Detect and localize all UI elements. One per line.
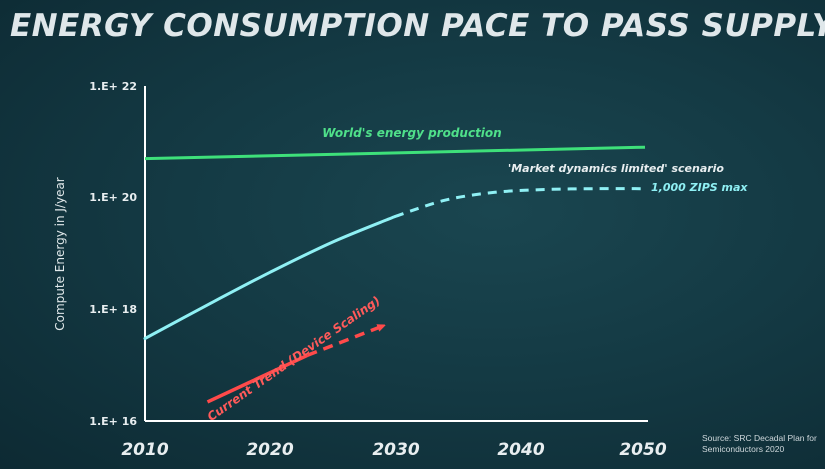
scenario-label: 'Market dynamics limited' scenario: [508, 162, 725, 175]
scenario-series-line: [143, 215, 397, 340]
source-line: Semiconductors 2020: [702, 444, 785, 454]
source-line: Source: SRC Decadal Plan for: [702, 433, 817, 443]
trend-series-dashed-line: [306, 326, 383, 357]
y-tick-label: 1.E+ 22: [89, 80, 137, 93]
production-series-line: [144, 145, 646, 161]
x-tick-label: 2050: [619, 440, 666, 460]
trend-label: Current Trend (Device Scaling): [205, 293, 383, 424]
source-note: Source: SRC Decadal Plan for Semiconduct…: [702, 433, 820, 455]
chart-title: ENERGY CONSUMPTION PACE TO PASS SUPPLY: [10, 8, 825, 44]
y-tick-label: 1.E+ 16: [89, 415, 137, 428]
scenario-series-dashed-line: [394, 187, 646, 218]
scenario-end-label: 1,000 ZIPS max: [651, 181, 748, 194]
x-tick-label: 2030: [372, 440, 419, 460]
production-label: World's energy production: [322, 126, 501, 140]
y-tick-label: 1.E+ 18: [89, 303, 137, 316]
x-tick-label: 2020: [246, 440, 293, 460]
y-axis-label: Compute Energy in J/year: [53, 177, 67, 331]
trend-series-line: [206, 353, 309, 404]
y-tick-label: 1.E+ 20: [89, 191, 137, 204]
x-tick-label: 2010: [121, 440, 168, 460]
x-tick-label: 2040: [497, 440, 544, 460]
